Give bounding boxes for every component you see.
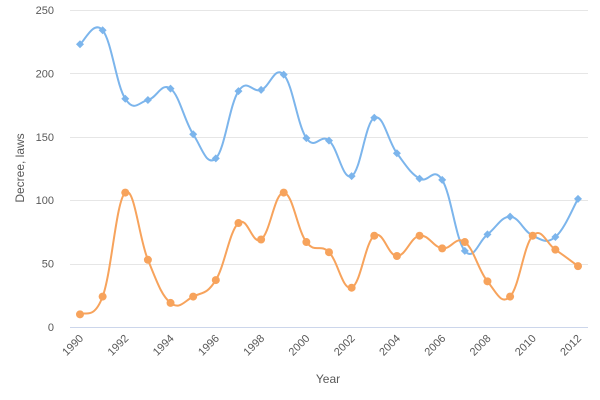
series-1-point-15 [415, 231, 424, 240]
series-0-point-4 [166, 84, 175, 93]
x-tick-label-0: 1990 [60, 333, 86, 359]
series-1-point-21 [551, 245, 560, 254]
x-tick-label-1: 1992 [106, 333, 132, 359]
x-tick-label-9: 2008 [468, 333, 494, 359]
series-1-point-13 [370, 231, 379, 240]
series-0-point-21 [551, 232, 560, 241]
series-1-point-2 [121, 188, 130, 197]
x-tick-label-2: 1994 [151, 333, 177, 359]
series-1-point-11 [325, 248, 333, 257]
series-0-point-3 [143, 96, 152, 105]
series-0-point-0 [76, 40, 84, 49]
series-1-point-18 [483, 277, 492, 286]
y-tick-labels: 0 50 100 150 200 250 [36, 5, 54, 334]
series-0-point-15 [415, 174, 424, 183]
series-0-point-8 [257, 85, 266, 94]
y-tick-label-4: 200 [36, 68, 54, 80]
series-1-point-19 [506, 292, 515, 301]
x-axis-title: Year [316, 372, 340, 386]
series-1-line [79, 191, 579, 316]
series-0-point-7 [234, 87, 243, 96]
series-1-point-14 [392, 251, 401, 260]
series-1-point-4 [166, 298, 175, 307]
series-1 [76, 188, 582, 319]
x-tick-label-8: 2006 [423, 333, 449, 359]
series-0 [76, 26, 582, 255]
x-tick-label-7: 2004 [377, 333, 403, 359]
series-1-point-12 [347, 283, 356, 292]
series-0-point-2 [121, 94, 130, 103]
x-tick-labels: 1990 1992 1994 1996 1998 2000 2002 2004 2006 2008… [60, 333, 584, 359]
series-0-point-9 [279, 70, 288, 79]
y-axis-title: Decree, laws [13, 133, 27, 202]
x-tick-label-5: 2000 [287, 333, 313, 359]
series-0-point-13 [370, 113, 379, 122]
x-tick-label-10: 2010 [513, 333, 539, 359]
series-1-point-20 [528, 231, 537, 240]
x-tick-label-4: 1998 [241, 333, 267, 359]
series-0-point-12 [347, 172, 356, 181]
series-0-point-1 [98, 26, 107, 35]
series-1-point-17 [460, 238, 469, 247]
series-0-point-5 [189, 130, 198, 139]
series-1-point-16 [438, 244, 447, 253]
series-1-point-5 [189, 292, 198, 301]
series-1-point-22 [574, 262, 582, 271]
series-0-point-14 [392, 149, 401, 158]
x-tick-label-11: 2012 [558, 333, 584, 359]
series-1-point-10 [302, 238, 311, 247]
series-1-point-0 [76, 310, 84, 319]
series-0-point-16 [438, 175, 447, 184]
x-tick-label-3: 1996 [196, 333, 222, 359]
y-tick-label-5: 250 [36, 5, 54, 17]
series-0-point-17 [460, 246, 469, 255]
series-1-point-3 [143, 255, 152, 264]
x-tick-label-6: 2002 [332, 333, 358, 359]
series-1-point-6 [211, 276, 220, 285]
series-1-point-8 [257, 235, 266, 244]
series-0-point-18 [483, 230, 492, 239]
y-tick-label-0: 0 [48, 322, 54, 334]
series-0-point-10 [302, 134, 311, 143]
series-1-point-9 [279, 188, 288, 197]
y-tick-label-3: 150 [36, 132, 54, 144]
series-0-point-11 [325, 136, 333, 145]
series-0-point-6 [211, 154, 220, 163]
series-0-point-19 [506, 212, 515, 221]
series-0-point-22 [574, 194, 582, 203]
series-layer [76, 26, 582, 319]
y-tick-label-2: 100 [36, 195, 54, 207]
series-1-point-1 [98, 292, 107, 301]
series-1-point-7 [234, 219, 243, 228]
y-tick-label-1: 50 [42, 259, 54, 271]
